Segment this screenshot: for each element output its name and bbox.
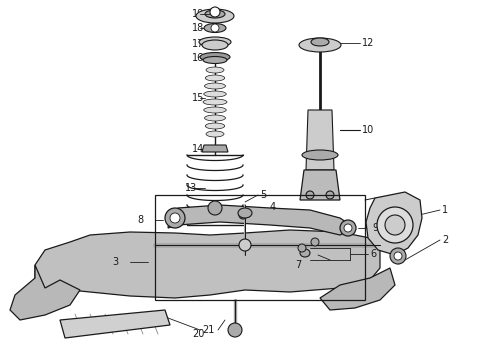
Circle shape (394, 252, 402, 260)
Text: 20: 20 (193, 329, 205, 339)
Text: 7: 7 (295, 260, 301, 270)
Ellipse shape (302, 150, 338, 160)
Circle shape (311, 238, 319, 246)
Circle shape (211, 24, 219, 32)
Ellipse shape (299, 38, 341, 52)
Circle shape (306, 191, 314, 199)
Ellipse shape (206, 67, 224, 73)
Text: 2: 2 (442, 235, 448, 245)
Bar (155, 195, 365, 300)
Ellipse shape (204, 115, 225, 121)
Circle shape (239, 211, 247, 219)
Ellipse shape (204, 83, 225, 89)
Text: 1: 1 (442, 205, 448, 215)
Ellipse shape (196, 9, 234, 23)
Ellipse shape (199, 37, 231, 47)
Polygon shape (306, 110, 334, 170)
Text: 11: 11 (287, 210, 299, 220)
Polygon shape (300, 170, 340, 200)
Ellipse shape (204, 107, 226, 113)
Circle shape (385, 215, 405, 235)
Polygon shape (202, 145, 228, 152)
Ellipse shape (202, 40, 228, 50)
Circle shape (165, 208, 185, 228)
Circle shape (298, 244, 306, 252)
Ellipse shape (203, 99, 227, 105)
Text: 8: 8 (137, 215, 143, 225)
Ellipse shape (203, 57, 227, 63)
Circle shape (344, 224, 352, 232)
Polygon shape (35, 230, 380, 298)
Ellipse shape (204, 91, 226, 97)
Circle shape (340, 220, 356, 236)
Ellipse shape (205, 10, 225, 18)
Text: 16: 16 (192, 53, 204, 63)
Text: 4: 4 (270, 202, 276, 212)
Text: 5: 5 (260, 190, 266, 200)
Polygon shape (10, 265, 80, 320)
Ellipse shape (311, 38, 329, 46)
Circle shape (208, 201, 222, 215)
Polygon shape (320, 268, 395, 310)
Text: 9: 9 (372, 223, 378, 233)
Ellipse shape (205, 123, 225, 129)
Circle shape (228, 323, 242, 337)
Text: 12: 12 (362, 38, 374, 48)
Text: 6: 6 (370, 249, 376, 259)
Ellipse shape (200, 53, 230, 62)
Text: 19: 19 (192, 9, 204, 19)
Ellipse shape (204, 23, 226, 32)
Text: 21: 21 (202, 325, 215, 335)
Text: 14: 14 (192, 144, 204, 154)
Circle shape (390, 248, 406, 264)
Text: 15: 15 (192, 93, 204, 103)
Circle shape (239, 239, 251, 251)
Text: 3: 3 (112, 257, 118, 267)
Text: 17: 17 (192, 39, 204, 49)
Text: 13: 13 (185, 183, 197, 193)
Ellipse shape (206, 131, 224, 137)
Ellipse shape (238, 208, 252, 218)
Circle shape (326, 191, 334, 199)
Text: 10: 10 (362, 125, 374, 135)
Text: 18: 18 (192, 23, 204, 33)
Ellipse shape (205, 75, 225, 81)
Circle shape (210, 7, 220, 17)
Polygon shape (60, 310, 170, 338)
Ellipse shape (300, 249, 310, 257)
Circle shape (170, 213, 180, 223)
Circle shape (377, 207, 413, 243)
Polygon shape (366, 192, 422, 255)
Polygon shape (168, 205, 355, 235)
